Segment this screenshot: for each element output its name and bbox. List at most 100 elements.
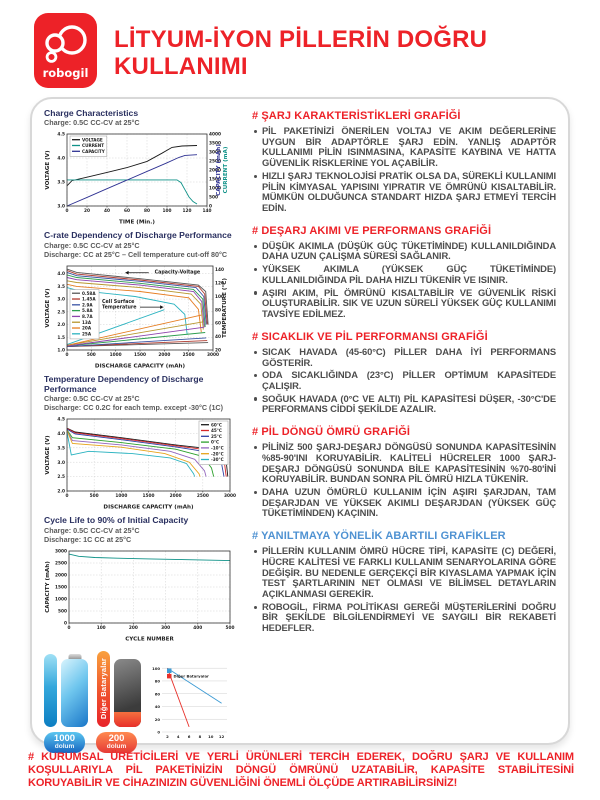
svg-text:2000: 2000	[170, 493, 182, 499]
svg-text:CAPACITY (mAh): CAPACITY (mAh)	[45, 560, 51, 612]
page-title-line2: KULLANIMI	[114, 53, 248, 81]
svg-text:3.0: 3.0	[57, 296, 65, 302]
page-title: LİTYUM-İYON PİLLERİN DOĞRU KULLANIMI	[114, 13, 487, 80]
svg-text:2.5: 2.5	[57, 309, 65, 315]
bullet-item: PİLİNİZ 500 ŞARJ-DEŞARJ DÖNGÜSÜ SONUNDA …	[252, 441, 556, 485]
svg-text:3000: 3000	[55, 548, 67, 554]
chart-subtitle: Discharge: CC at 25°C – Cell temperature…	[44, 249, 228, 259]
svg-text:TEMPERATURE (°C): TEMPERATURE (°C)	[222, 277, 228, 337]
svg-text:3.5: 3.5	[57, 446, 65, 452]
svg-text:20: 20	[84, 208, 90, 214]
bullet-item: HIZLI ŞARJ TEKNOLOJİSİ PRATİK OLSA DA, S…	[252, 170, 556, 214]
svg-text:25°C: 25°C	[211, 434, 222, 439]
svg-text:500: 500	[58, 608, 67, 614]
section-bullets: DÜŞÜK AKIMLA (DÜŞÜK GÜÇ TÜKETİMİNDE) KUL…	[252, 240, 556, 320]
text-column: # ŞARJ KARAKTERİSTİKLERİ GRAFİĞİ PİL PAKE…	[252, 108, 556, 737]
svg-text:40: 40	[215, 334, 221, 340]
badge-value: 200	[108, 732, 125, 744]
chart-cycle-life: Cycle Life to 90% of Initial Capacity Ch…	[44, 515, 242, 641]
svg-text:120: 120	[183, 208, 192, 214]
chart-title: C-rate Dependency of Discharge Performan…	[44, 230, 232, 241]
section-heading: # DEŞARJ AKIMI VE PERFORMANS GRAFİĞİ	[252, 224, 492, 237]
other-battery-bar: Diğer Bataryalar	[97, 650, 110, 727]
svg-text:0: 0	[157, 729, 160, 734]
svg-text:2500: 2500	[55, 560, 67, 566]
cycles-badge-robogil: 1000 dolum	[44, 731, 85, 754]
svg-text:1.5: 1.5	[57, 334, 65, 340]
svg-text:CURRENT: CURRENT	[82, 143, 104, 148]
svg-text:0: 0	[66, 352, 69, 358]
svg-text:VOLTAGE (V): VOLTAGE (V)	[45, 435, 51, 475]
svg-text:VOLTAGE (V): VOLTAGE (V)	[45, 150, 51, 190]
svg-text:120: 120	[215, 280, 224, 286]
footer-note: # KURUMSAL ÜRETİCİLERİ VE YERLİ ÜRÜNLERİ…	[28, 751, 574, 790]
svg-text:80: 80	[215, 307, 221, 313]
svg-text:13A: 13A	[82, 319, 92, 324]
section-sarj-karakteristikleri: # ŞARJ KARAKTERİSTİKLERİ GRAFİĞİ PİL PAKE…	[252, 110, 556, 214]
svg-text:Capacity-Voltage: Capacity-Voltage	[155, 269, 201, 275]
svg-text:8: 8	[199, 734, 202, 739]
svg-text:80: 80	[144, 208, 150, 214]
svg-text:60: 60	[155, 691, 161, 696]
cycles-badge-other: 200 dolum	[96, 731, 137, 754]
section-heading: # ŞARJ KARAKTERİSTİKLERİ GRAFİĞİ	[252, 110, 461, 122]
svg-text:1000: 1000	[209, 186, 221, 192]
svg-text:500: 500	[87, 352, 96, 358]
svg-text:DISCHARGE CAPACITY (mAh): DISCHARGE CAPACITY (mAh)	[103, 505, 194, 511]
svg-text:3500: 3500	[209, 141, 221, 147]
svg-text:60°C: 60°C	[211, 423, 222, 428]
chart-subtitle: Charge: 0.5C CC-CV at 25°C	[44, 525, 140, 535]
svg-text:1000: 1000	[115, 493, 127, 499]
bullet-item: SOĞUK HAVADA (0°C VE ALTI) PİL KAPASİTES…	[252, 393, 556, 415]
svg-text:300: 300	[161, 625, 170, 631]
section-sicaklik-performans: # SICAKLIK VE PİL PERFORMANSI GRAFİĞİ SIC…	[252, 331, 556, 415]
svg-text:40: 40	[155, 704, 161, 709]
svg-text:60: 60	[124, 208, 130, 214]
svg-text:0°C: 0°C	[211, 440, 219, 445]
svg-text:CYCLE NUMBER: CYCLE NUMBER	[125, 636, 174, 642]
logo-text: robogil	[43, 66, 89, 80]
chart-charge-characteristics: Charge Characteristics Charge: 0.5C CC-C…	[44, 108, 242, 225]
bullet-item: DAHA UZUN ÖMÜRLÜ KULLANIM İÇİN AŞIRI ŞAR…	[252, 486, 556, 519]
svg-text:0: 0	[64, 620, 67, 626]
svg-text:3.0: 3.0	[57, 460, 65, 466]
chart-temperature-discharge: Temperature Dependency of Discharge Perf…	[44, 374, 242, 511]
svg-text:-10°C: -10°C	[211, 446, 224, 451]
svg-text:4.0: 4.0	[57, 271, 65, 277]
badge-unit: dolum	[54, 743, 75, 751]
svg-text:1500: 1500	[134, 352, 146, 358]
svg-text:Diğer Bataryalar: Diğer Bataryalar	[174, 673, 210, 678]
svg-text:400: 400	[193, 625, 202, 631]
robogil-logo: robogil	[34, 13, 97, 88]
robogil-battery-bar	[44, 653, 57, 727]
svg-text:CAPACITY (mAh): CAPACITY (mAh)	[216, 144, 222, 196]
other-battery-bar-label: Diğer Bataryalar	[99, 657, 108, 720]
chart-title: Temperature Dependency of Discharge Perf…	[44, 373, 204, 394]
cycle-life-plot: 0 100 200 300 400 500 0 500 1000 1500 2000 2500 3000…	[45, 548, 235, 642]
svg-text:20A: 20A	[82, 325, 92, 330]
svg-text:Temperature: Temperature	[102, 304, 137, 310]
robogil-logo-icon: robogil	[43, 25, 89, 80]
svg-text:3000: 3000	[224, 493, 236, 499]
svg-text:TIME (Min.): TIME (Min.)	[119, 220, 155, 226]
svg-text:3.5: 3.5	[57, 180, 65, 186]
chart-subtitle: Discharge: CC 0.2C for each temp. except…	[44, 403, 224, 413]
section-dongu-omru: # PİL DÖNGÜ ÖMRÜ GRAFİĞİ PİLİNİZ 500 ŞARJ…	[252, 426, 556, 519]
section-desarj-akimi: # DEŞARJ AKIMI VE PERFORMANS GRAFİĞİ DÜŞÜ…	[252, 225, 556, 320]
svg-text:500: 500	[226, 625, 235, 631]
full-battery-icon	[61, 653, 88, 727]
bullet-item: PİL PAKETİNİZİ ÖNERİLEN VOLTAJ VE AKIM D…	[252, 125, 556, 169]
section-bullets: PİL PAKETİNİZİ ÖNERİLEN VOLTAJ VE AKIM D…	[252, 125, 556, 214]
svg-text:2500: 2500	[209, 159, 221, 165]
svg-text:5.8A: 5.8A	[82, 308, 93, 313]
svg-text:80: 80	[155, 678, 161, 683]
page-title-line1: LİTYUM-İYON PİLLERİN DOĞRU	[114, 26, 488, 53]
bullet-item: DÜŞÜK AKIMLA (DÜŞÜK GÜÇ TÜKETİMİNDE) KUL…	[252, 240, 556, 262]
svg-text:1.45A: 1.45A	[82, 296, 96, 301]
section-heading: # PİL DÖNGÜ ÖMRÜ GRAFİĞİ	[252, 426, 411, 439]
svg-text:500: 500	[90, 493, 99, 499]
crate-discharge-plot: 0 500 1000 1500 2000 2500 3000 1.0 1.5 2.0 2.5 3.0 3…	[45, 265, 228, 369]
svg-text:20: 20	[155, 716, 161, 721]
svg-text:140: 140	[203, 208, 212, 214]
svg-text:200: 200	[129, 625, 138, 631]
